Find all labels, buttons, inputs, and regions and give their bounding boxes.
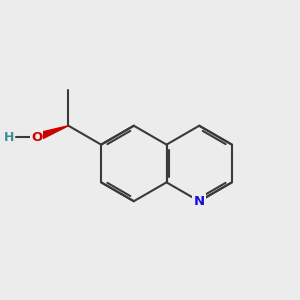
Text: H: H	[4, 131, 14, 144]
Polygon shape	[35, 126, 68, 141]
Text: N: N	[194, 195, 205, 208]
Text: O: O	[31, 131, 42, 144]
